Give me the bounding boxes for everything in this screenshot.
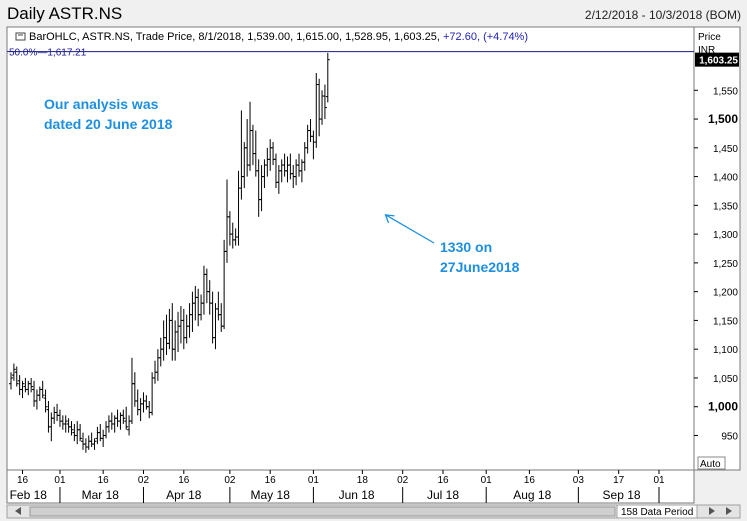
y-tick-label: 1,050 (713, 374, 738, 385)
last-price-marker (695, 52, 739, 67)
x-tick-label: 02 (138, 475, 150, 486)
month-label: Jun 18 (339, 488, 375, 502)
auto-scale-button[interactable] (697, 456, 726, 470)
month-label: Jul 18 (427, 488, 459, 502)
price-bars (9, 52, 330, 453)
x-tick-label: 16 (524, 475, 536, 486)
ohlc-bar (63, 415, 68, 433)
scroll-right-icon[interactable] (726, 507, 732, 515)
ohlc-bar (121, 409, 126, 424)
bar-ohlc-icon (15, 32, 26, 41)
plot-area[interactable] (6, 26, 695, 471)
x-tick-label: 01 (308, 475, 320, 486)
scroll-right-end-icon[interactable] (709, 507, 715, 515)
annotation-analysis-line1: Our analysis was (44, 96, 159, 112)
ohlc-bar (14, 366, 19, 387)
last-price-label: 1,603.25 (699, 56, 738, 67)
month-label: Sep 18 (603, 488, 641, 502)
data-period-box (616, 504, 698, 519)
y-tick-label: 1,200 (713, 288, 738, 299)
month-label: Feb 18 (10, 488, 48, 502)
ohlc-bar (78, 423, 83, 442)
annotation-arrow-head (384, 214, 395, 224)
y-tick-label: 1,350 (713, 201, 738, 212)
scrollbar-thumb[interactable] (29, 506, 616, 517)
annotation-arrow (385, 214, 435, 244)
x-tick-label: 02 (397, 475, 409, 486)
ohlc-bar (9, 372, 13, 390)
legend-text: BarOHLC, ASTR.NS, Trade Price, 8/1/2018,… (29, 31, 528, 43)
month-label: May 18 (251, 488, 291, 502)
x-tick-label: 16 (17, 475, 29, 486)
month-label: Mar 18 (82, 488, 120, 502)
y-tick-label: 1,500 (708, 112, 738, 126)
y-axis-label-currency: INR (698, 45, 715, 56)
y-tick-label: 1,450 (713, 144, 738, 155)
annotation-analysis-line2: dated 20 June 2018 (44, 116, 173, 132)
month-label: Apr 18 (166, 488, 202, 502)
ohlc-bar (11, 363, 16, 381)
x-tick-label: 17 (613, 475, 625, 486)
ohlc-bar (43, 389, 48, 413)
annotation-low-line2: 27June2018 (440, 259, 520, 275)
auto-scale-label[interactable]: Auto (700, 459, 721, 470)
legend-change: +72.60, (+4.74%) (443, 31, 528, 43)
scroll-left-icon[interactable] (15, 507, 21, 515)
ohlc-bar (29, 377, 34, 393)
ohlc-bar (325, 52, 330, 103)
y-tick-label: 1,550 (713, 86, 738, 97)
x-tick-label: 16 (98, 475, 110, 486)
x-tick-label: 02 (224, 475, 236, 486)
ohlc-bar (20, 380, 25, 399)
y-tick-label: 1,250 (713, 259, 738, 270)
ohlc-bar (40, 380, 45, 399)
ohlc-bar (69, 421, 74, 436)
reference-line-label: 50.0%—1,617.21 (9, 48, 87, 59)
x-tick-label: 16 (178, 475, 190, 486)
x-tick-label: 16 (265, 475, 277, 486)
ohlc-bar (92, 438, 97, 450)
y-tick-label: 1,150 (713, 316, 738, 327)
y-axis-label-price: Price (698, 32, 721, 43)
x-tick-label: 03 (573, 475, 585, 486)
ohlc-bar (124, 406, 129, 430)
annotation-low-line1: 1330 on (440, 239, 492, 255)
price-axis[interactable] (693, 26, 741, 471)
y-tick-label: 1,300 (713, 230, 738, 241)
data-period-label: 158 Data Period (621, 507, 693, 518)
x-tick-label: 01 (54, 475, 66, 486)
x-tick-label: 18 (357, 475, 369, 486)
chart-title: Daily ASTR.NS (7, 4, 123, 23)
time-axis[interactable] (6, 469, 695, 504)
x-tick-label: 01 (653, 475, 665, 486)
month-label: Aug 18 (513, 488, 551, 502)
y-tick-label: 1,000 (708, 400, 738, 414)
ohlc-bar (322, 84, 327, 120)
y-tick-label: 950 (721, 431, 738, 442)
y-tick-label: 1,100 (713, 345, 738, 356)
x-tick-label: 16 (437, 475, 449, 486)
y-tick-label: 1,400 (713, 173, 738, 184)
x-tick-label: 01 (481, 475, 493, 486)
date-range: 2/12/2018 - 10/3/2018 (BOM) (584, 8, 741, 22)
